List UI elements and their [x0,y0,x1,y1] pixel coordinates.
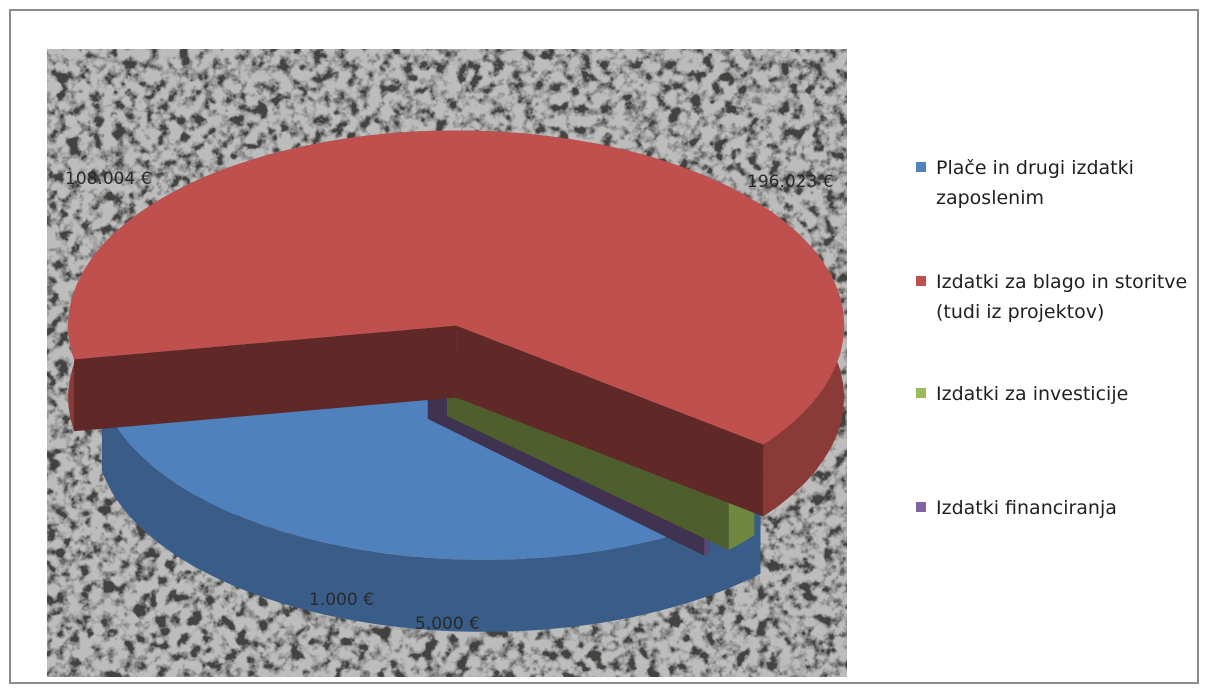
plot-area: 108.004 € 1.000 € 5.000 € 196.023 € [47,49,847,677]
data-labels: 108.004 € 1.000 € 5.000 € 196.023 € [65,169,834,634]
legend-item: Izdatki za investicije [916,379,1206,409]
legend-label: Izdatki za investicije [936,383,1129,405]
legend-swatch [916,388,926,398]
pie-slice [68,130,845,517]
legend-swatch [916,162,926,172]
data-label: 108.004 € [65,169,152,189]
pie-chart: 108.004 € 1.000 € 5.000 € 196.023 € [47,49,847,677]
legend-label: Izdatki financiranja [936,497,1117,519]
data-label: 1.000 € [309,590,374,610]
legend-label: Izdatki za blago in storitve (tudi iz pr… [936,271,1188,323]
legend-item: Plače in drugi izdatki zaposlenim [916,153,1206,213]
legend-swatch [916,276,926,286]
data-label: 5.000 € [415,614,480,634]
legend-item: Izdatki financiranja [916,493,1206,523]
legend-swatch [916,502,926,512]
pie-slices [68,130,845,632]
legend-label: Plače in drugi izdatki zaposlenim [936,157,1134,209]
data-label: 196.023 € [747,172,834,192]
legend-item: Izdatki za blago in storitve (tudi iz pr… [916,267,1206,327]
chart-frame: 108.004 € 1.000 € 5.000 € 196.023 € Plače i… [9,9,1199,684]
